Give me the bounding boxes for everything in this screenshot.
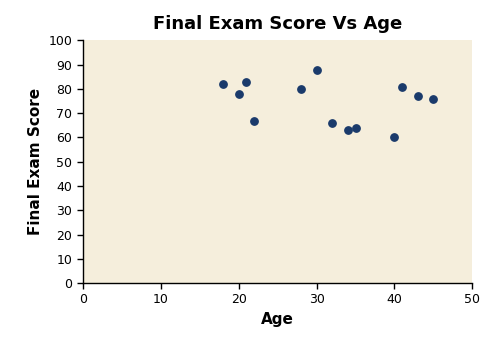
Point [391, 135, 398, 140]
Point [328, 120, 336, 126]
Point [235, 91, 243, 96]
X-axis label: Age: Age [261, 312, 294, 327]
Point [250, 118, 258, 123]
Point [243, 79, 250, 84]
Point [398, 84, 406, 89]
Y-axis label: Final Exam Score: Final Exam Score [28, 88, 43, 235]
Point [219, 82, 227, 87]
Point [344, 127, 352, 133]
Point [414, 94, 422, 99]
Title: Final Exam Score Vs Age: Final Exam Score Vs Age [153, 15, 402, 33]
Point [430, 96, 437, 101]
Point [297, 86, 305, 92]
Point [352, 125, 359, 130]
Point [313, 67, 320, 72]
